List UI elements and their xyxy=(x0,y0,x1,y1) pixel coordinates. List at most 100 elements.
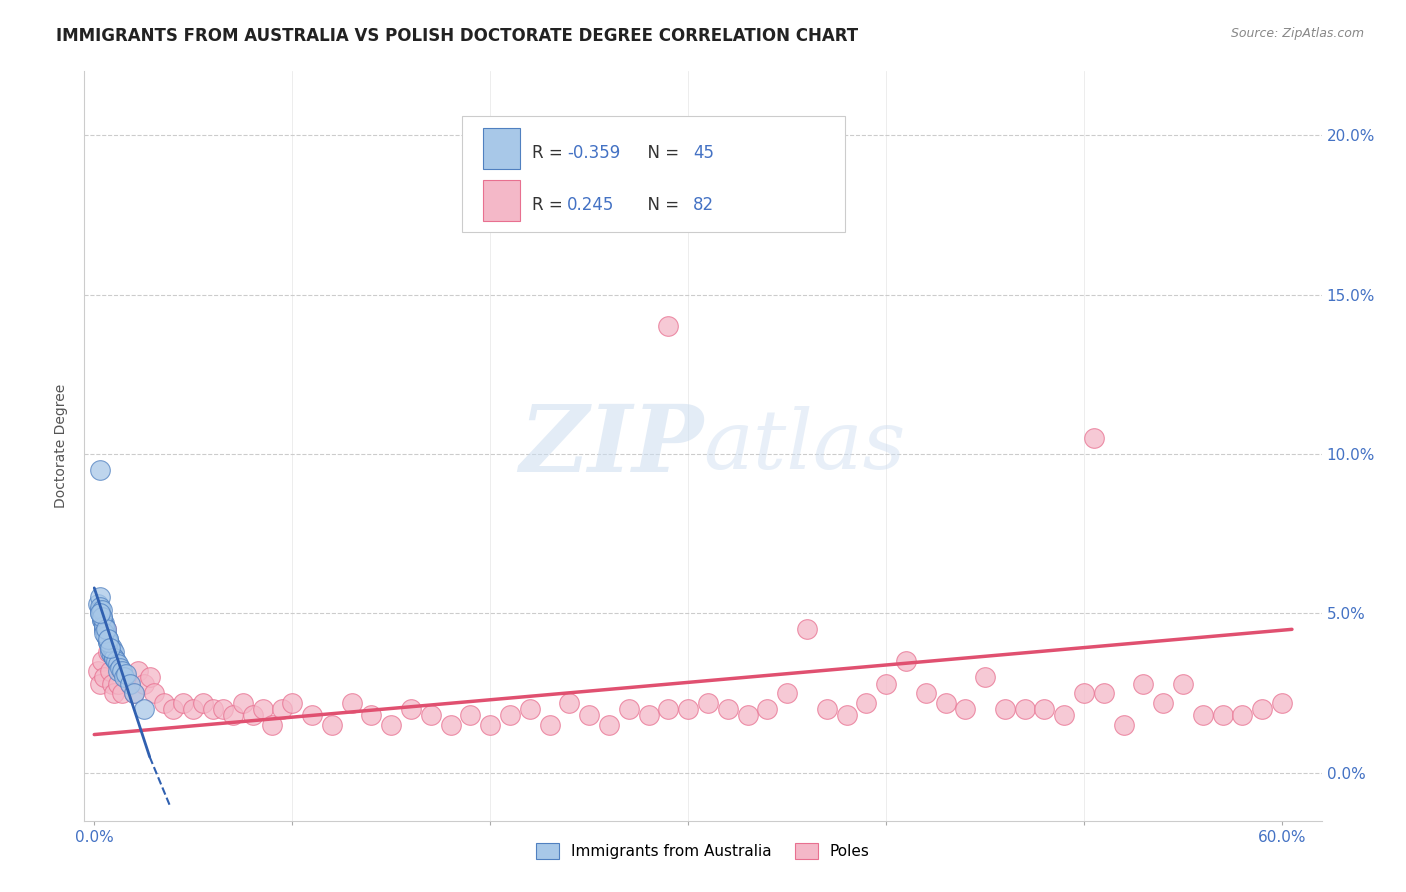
Point xyxy=(538,718,561,732)
Point xyxy=(91,654,114,668)
Point xyxy=(122,686,145,700)
Point xyxy=(111,686,134,700)
Point xyxy=(1083,431,1105,445)
Bar xyxy=(482,180,520,221)
Point xyxy=(87,664,110,678)
Point xyxy=(118,676,141,690)
Point xyxy=(89,591,111,605)
Point xyxy=(93,623,115,637)
Point xyxy=(1212,708,1234,723)
Point xyxy=(98,645,121,659)
Point xyxy=(776,686,799,700)
Point xyxy=(1073,686,1095,700)
Point xyxy=(97,645,120,659)
Text: atlas: atlas xyxy=(703,406,905,486)
Point xyxy=(1192,708,1215,723)
Point xyxy=(806,176,828,190)
Point xyxy=(479,718,502,732)
Point xyxy=(181,702,204,716)
Text: ZIP: ZIP xyxy=(519,401,703,491)
Text: Source: ZipAtlas.com: Source: ZipAtlas.com xyxy=(1230,27,1364,40)
Point xyxy=(578,708,600,723)
Point xyxy=(112,670,135,684)
Point xyxy=(93,670,115,684)
Point xyxy=(815,702,838,716)
Bar xyxy=(482,128,520,169)
Point xyxy=(697,696,720,710)
Point xyxy=(94,623,117,637)
Point xyxy=(97,632,120,646)
Point xyxy=(107,676,129,690)
Point xyxy=(262,718,284,732)
Point xyxy=(108,660,131,674)
Point xyxy=(105,654,128,668)
Point xyxy=(875,676,897,690)
Text: R =: R = xyxy=(533,144,568,161)
Point xyxy=(93,625,115,640)
Point xyxy=(717,702,740,716)
Point xyxy=(89,676,111,690)
Point xyxy=(499,708,522,723)
Text: 45: 45 xyxy=(693,144,714,161)
Point xyxy=(617,702,640,716)
Point xyxy=(301,708,323,723)
Point xyxy=(89,603,111,617)
Point xyxy=(796,623,818,637)
Point xyxy=(1251,702,1274,716)
Point xyxy=(101,648,124,662)
Point xyxy=(1152,696,1174,710)
Point xyxy=(91,613,114,627)
Point xyxy=(1271,696,1294,710)
Point xyxy=(1132,676,1154,690)
Point xyxy=(419,708,441,723)
Text: R =: R = xyxy=(533,196,574,214)
Point xyxy=(93,623,115,637)
Point xyxy=(89,600,111,615)
Point xyxy=(162,702,184,716)
Point xyxy=(89,607,111,621)
Point xyxy=(138,670,160,684)
Point xyxy=(212,702,235,716)
Point xyxy=(232,696,254,710)
Point xyxy=(914,686,936,700)
Point xyxy=(855,696,877,710)
Point xyxy=(172,696,194,710)
Point xyxy=(115,670,138,684)
Point xyxy=(152,696,174,710)
Text: IMMIGRANTS FROM AUSTRALIA VS POLISH DOCTORATE DEGREE CORRELATION CHART: IMMIGRANTS FROM AUSTRALIA VS POLISH DOCT… xyxy=(56,27,859,45)
Point xyxy=(756,702,779,716)
Point xyxy=(657,319,679,334)
Point xyxy=(122,686,145,700)
Point xyxy=(637,708,659,723)
Point xyxy=(191,696,214,710)
Point xyxy=(89,463,111,477)
Point xyxy=(98,638,121,652)
Point xyxy=(93,619,115,633)
Point xyxy=(439,718,461,732)
Point xyxy=(107,657,129,672)
Point xyxy=(321,718,343,732)
Point xyxy=(598,718,620,732)
Point xyxy=(97,635,120,649)
Point xyxy=(91,609,114,624)
Point xyxy=(87,597,110,611)
Point xyxy=(98,641,121,656)
Point xyxy=(127,664,149,678)
Point xyxy=(360,708,382,723)
Point xyxy=(97,632,120,646)
Point xyxy=(894,654,917,668)
Point xyxy=(89,607,111,621)
Text: N =: N = xyxy=(637,196,685,214)
Point xyxy=(1171,676,1194,690)
Point xyxy=(974,670,997,684)
Point xyxy=(101,676,124,690)
Point xyxy=(399,702,422,716)
Point xyxy=(934,696,956,710)
Point xyxy=(103,651,125,665)
FancyBboxPatch shape xyxy=(461,116,845,233)
Text: 82: 82 xyxy=(693,196,714,214)
Point xyxy=(1092,686,1115,700)
Point xyxy=(252,702,274,716)
Point xyxy=(142,686,165,700)
Text: 0.245: 0.245 xyxy=(567,196,614,214)
